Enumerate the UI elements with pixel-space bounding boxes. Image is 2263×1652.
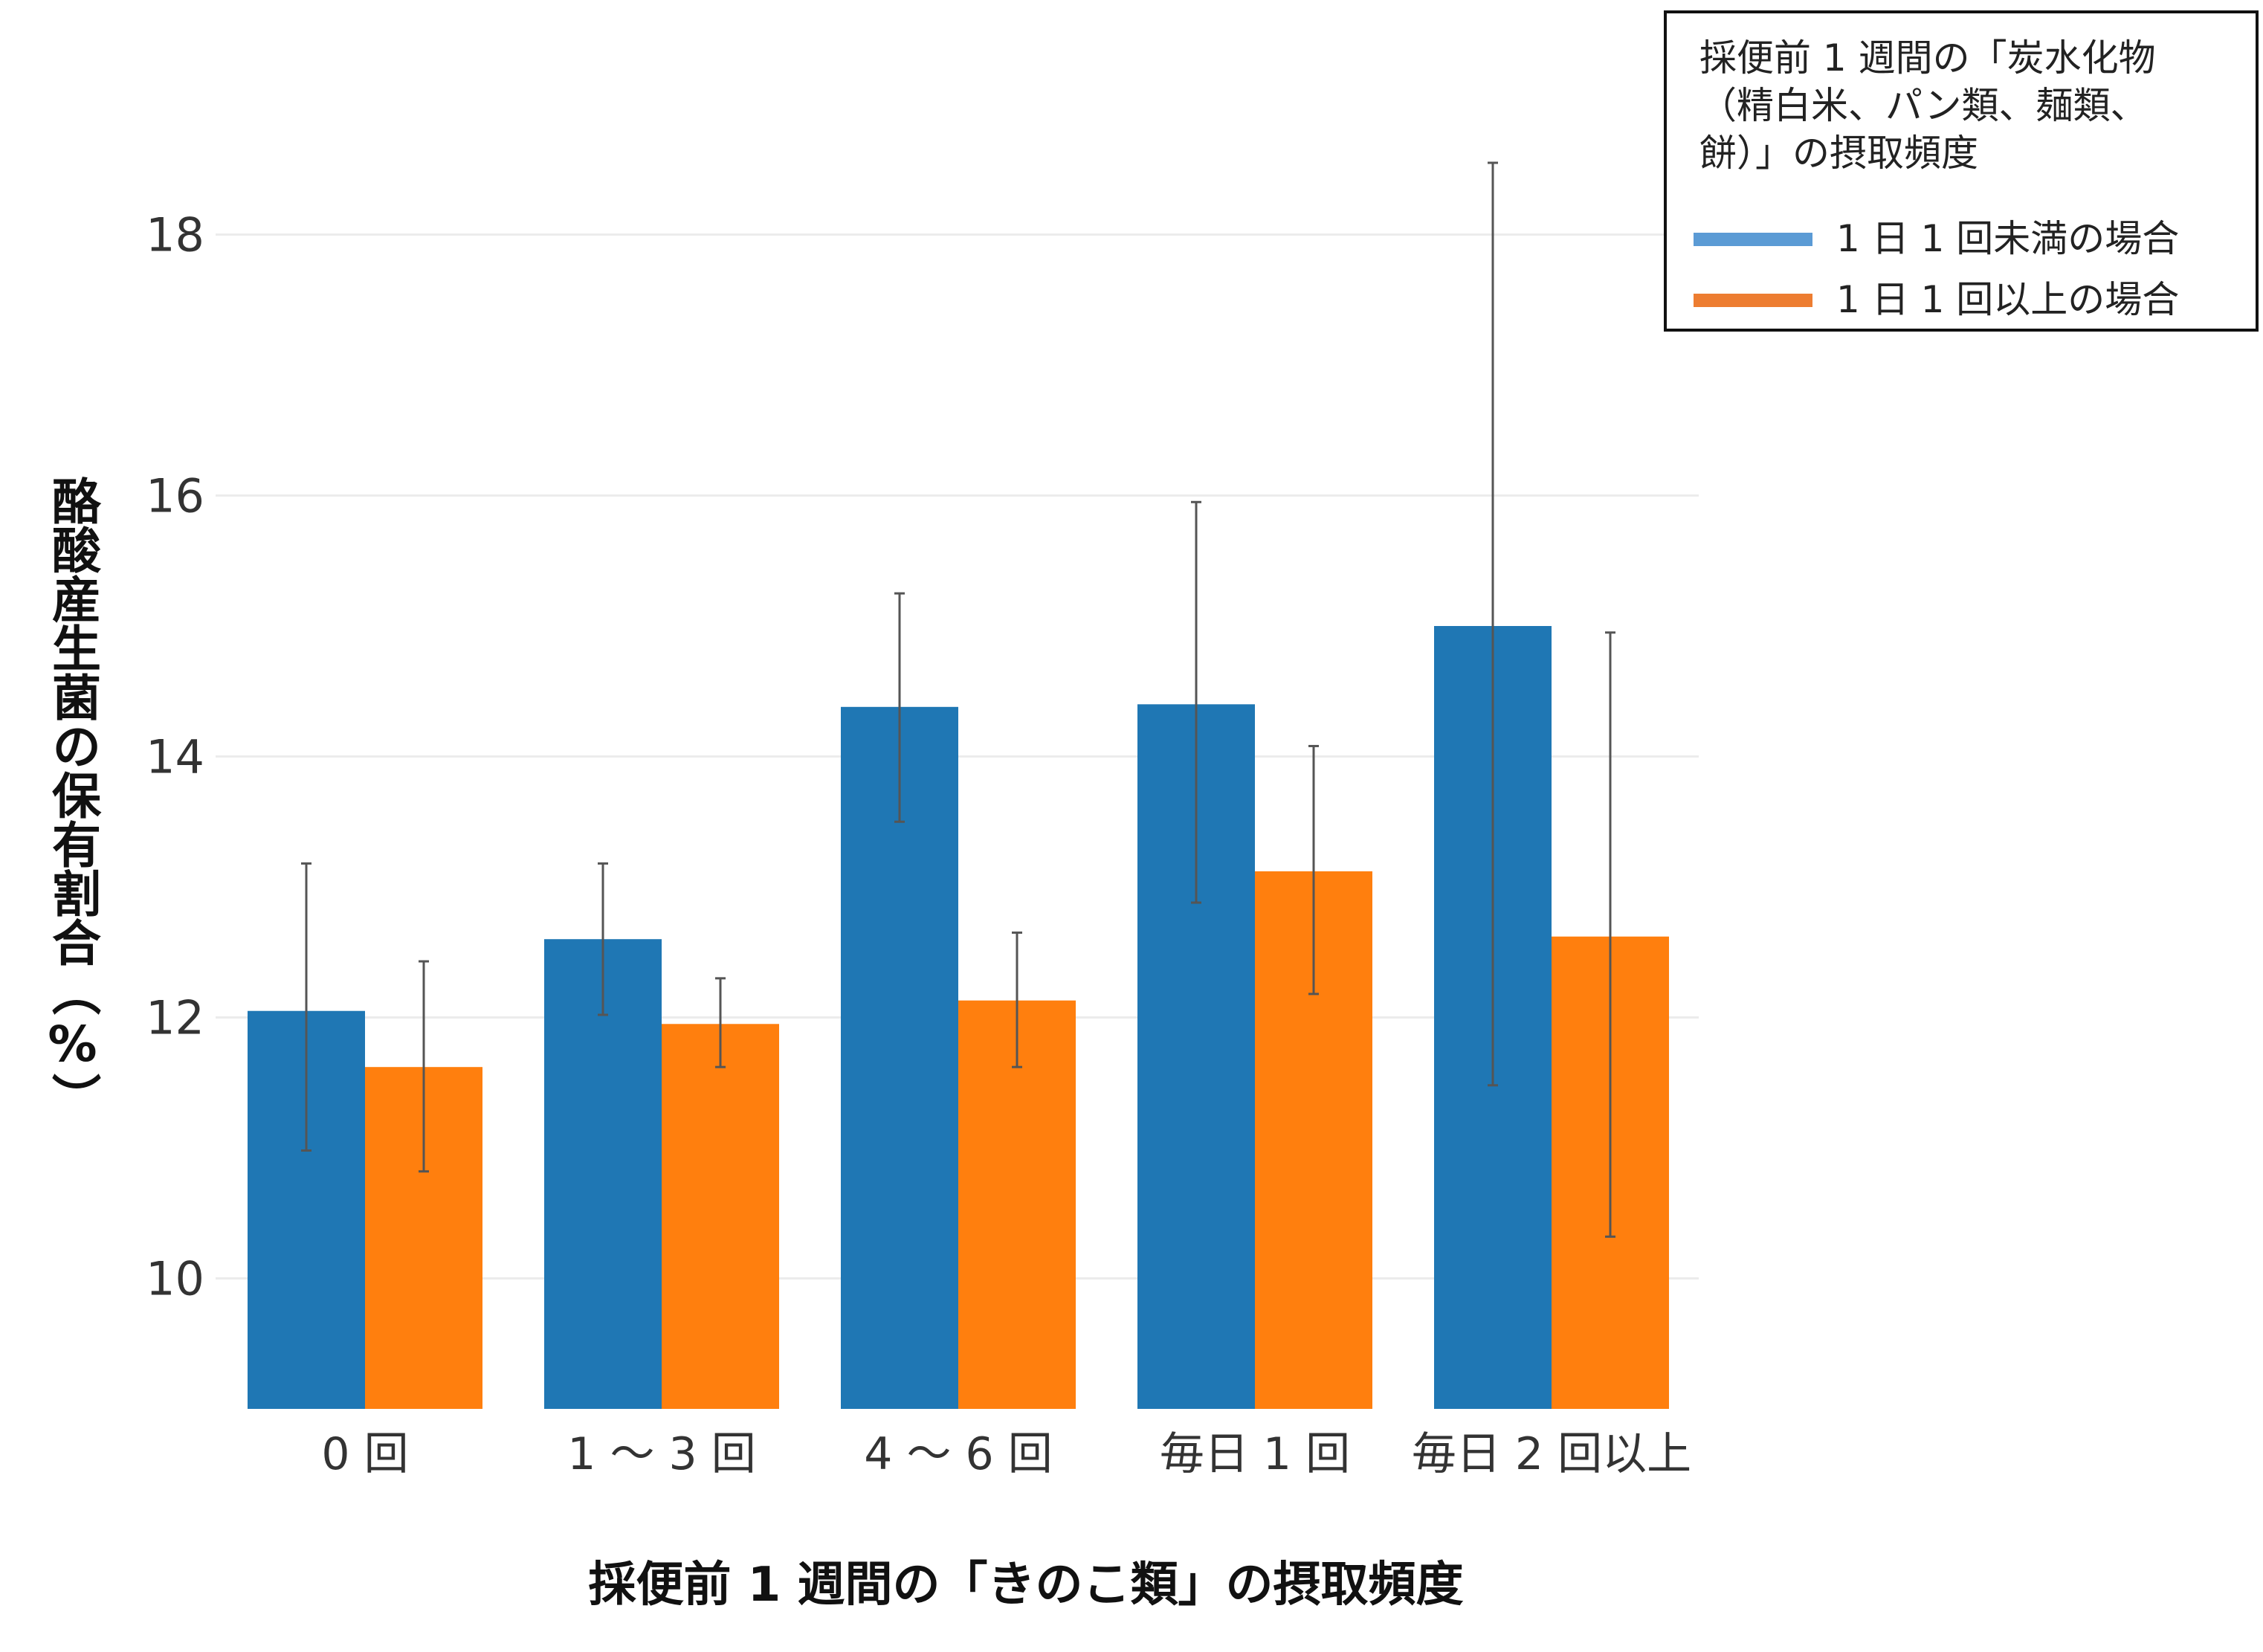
legend-label: 1 日 1 回未満の場合	[1836, 217, 2180, 260]
error-bars	[301, 161, 1615, 1238]
bar	[662, 1024, 779, 1409]
x-tick-label: 4 ～ 6 回	[864, 1428, 1053, 1480]
legend-swatch-orange	[1694, 294, 1812, 307]
legend-title-line: （精白米、パン類、麺類、	[1699, 84, 2148, 127]
y-tick-label: 18	[146, 208, 204, 262]
axis-ticks: 10 12 14 16 18 0 回 1 ～ 3 回 4 ～ 6 回 毎日 1 回 毎日 2 回以…	[146, 208, 1691, 1481]
legend-swatch-blue	[1694, 233, 1812, 246]
x-tick-label: 1 ～ 3 回	[567, 1428, 756, 1480]
legend-title-line: 採便前 1 週間の「炭水化物	[1699, 36, 2156, 80]
bar	[544, 939, 662, 1409]
x-axis-label: 採便前 1 週間の「きのこ類」の摂取頻度	[588, 1558, 1464, 1613]
legend-title-line: 餅）」の摂取頻度	[1699, 132, 1978, 175]
legend-label: 1 日 1 回以上の場合	[1836, 278, 2180, 321]
bar	[958, 1000, 1076, 1409]
x-tick-label: 0 回	[321, 1428, 408, 1480]
y-tick-label: 10	[146, 1252, 204, 1306]
y-tick-label: 12	[146, 991, 204, 1045]
legend-title: 採便前 1 週間の「炭水化物 （精白米、パン類、麺類、 餅）」の摂取頻度	[1699, 34, 2235, 177]
y-tick-label: 16	[146, 469, 204, 523]
y-tick-label: 14	[146, 730, 204, 784]
x-tick-label: 毎日 1 回	[1160, 1428, 1350, 1480]
bar	[841, 706, 958, 1409]
y-axis-label: 酪酸産生菌の保有割合（%）	[44, 476, 101, 1122]
x-tick-label: 毎日 2 回以上	[1412, 1428, 1691, 1480]
legend: 採便前 1 週間の「炭水化物 （精白米、パン類、麺類、 餅）」の摂取頻度 1 日…	[1664, 10, 2259, 332]
